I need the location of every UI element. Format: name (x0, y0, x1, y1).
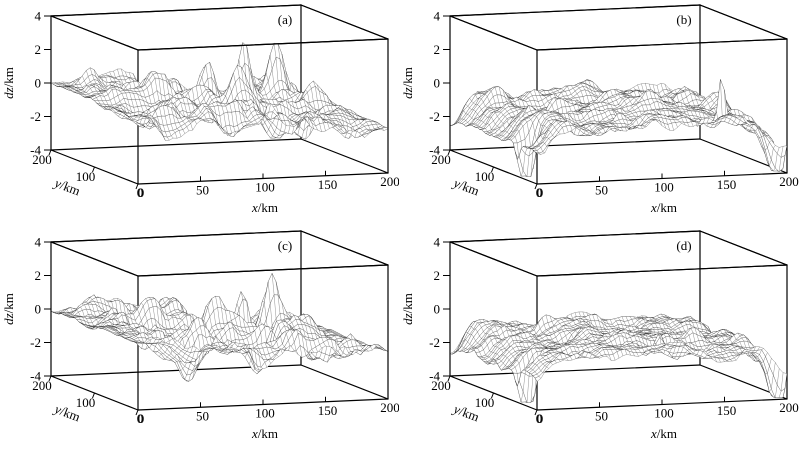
y-tick-label: 100 (475, 169, 495, 184)
surface-mesh (50, 42, 389, 141)
z-axis-label: dz/km (1, 67, 16, 99)
z-axis-label: dz/km (400, 293, 415, 325)
surface-plot-a: 420-2-40 50 100 150 2002001000dz/kmy/kmx/km(… (0, 0, 400, 226)
axis-box-top-edges (449, 230, 788, 277)
axis-box-top-edges (50, 4, 389, 51)
x-tick-label: 150 (717, 403, 737, 418)
axis-box-top-edges (50, 230, 389, 277)
axis-box-top-edges (449, 4, 788, 51)
z-tick-label: 0 (434, 76, 441, 91)
surface-mesh (449, 79, 788, 177)
surface-panel-b: 4 2 0 -2 -4 0 50 100 150 200 200 100 0 dz/km y/km x/km(… (399, 0, 805, 226)
x-tick-label: 200 (779, 400, 799, 415)
surface-panel-d: 4 2 0 -2 -4 0 50 100 150 200 200 100 0 dz/km y/km x/km(… (399, 226, 805, 453)
x-tick-label: 200 (380, 174, 400, 189)
z-tick-label: 0 (35, 302, 42, 317)
x-tick-label: 100 (654, 180, 674, 195)
x-tick-label: 100 (654, 406, 674, 421)
surface-mesh (449, 311, 788, 403)
x-tick-label: 200 (779, 174, 799, 189)
z-tick-label: -2 (30, 335, 41, 350)
y-tick-label: 0 (537, 411, 544, 426)
panel-label: (a) (278, 12, 292, 27)
x-axis-label: x/km (251, 200, 278, 215)
x-axis-label: x/km (251, 426, 278, 441)
x-axis-label: x/km (650, 426, 677, 441)
x-tick-label: 150 (318, 177, 338, 192)
x-tick-label: 0 (536, 411, 543, 426)
y-tick-label: 0 (138, 411, 145, 426)
x-axis-label: x/km (650, 200, 677, 215)
y-tick-label: 0 (138, 185, 145, 200)
z-tick-label: -2 (429, 335, 440, 350)
y-tick-label: 200 (32, 378, 52, 393)
x-tick-label: 50 (196, 182, 209, 197)
z-tick-label: 4 (35, 235, 42, 250)
surface-panel-a: 4 2 0 -2 -4 0 50 100 150 200 200 100 0 dz/km y/km x/km(… (0, 0, 400, 226)
x-tick-label: 100 (255, 180, 275, 195)
axis-ticks-and-labels: 420-2-40 50 100 150 2002001000dz/kmy/kmx/km(… (400, 9, 799, 216)
panel-label: (b) (676, 12, 691, 27)
axis-ticks-and-labels: 420-2-40 50 100 150 2002001000dz/kmy/kmx/km(… (400, 235, 799, 442)
x-tick-label: 0 (137, 411, 144, 426)
z-tick-label: -4 (429, 143, 440, 158)
x-tick-label: 0 (536, 185, 543, 200)
z-tick-label: -4 (30, 143, 41, 158)
x-tick-label: 0 (137, 185, 144, 200)
surface-plot-c: 420-2-40 50 100 150 2002001000dz/kmy/kmx/km(… (0, 226, 400, 453)
z-tick-label: 2 (35, 268, 42, 283)
panel-label: (d) (676, 238, 691, 253)
z-tick-label: 0 (434, 302, 441, 317)
x-tick-label: 150 (717, 177, 737, 192)
surface-plot-d: 420-2-40 50 100 150 2002001000dz/kmy/kmx/km(… (399, 226, 805, 453)
z-tick-label: 4 (434, 235, 441, 250)
y-axis-label: y/km (450, 400, 482, 424)
y-axis-label: y/km (51, 400, 83, 424)
y-tick-label: 0 (537, 185, 544, 200)
axis-ticks-and-labels: 420-2-40 50 100 150 2002001000dz/kmy/kmx/km(… (1, 235, 400, 442)
x-tick-label: 50 (595, 408, 608, 423)
z-axis-label: dz/km (1, 293, 16, 325)
y-tick-label: 100 (76, 169, 96, 184)
surface-plot-b: 420-2-40 50 100 150 2002001000dz/kmy/kmx/km(… (399, 0, 805, 226)
y-tick-label: 200 (431, 152, 451, 167)
z-tick-label: 2 (35, 42, 42, 57)
surface-mesh (50, 273, 389, 382)
y-tick-label: 200 (32, 152, 52, 167)
panel-label: (c) (278, 238, 292, 253)
z-tick-label: -4 (429, 369, 440, 384)
x-tick-label: 50 (595, 182, 608, 197)
x-tick-label: 200 (380, 400, 400, 415)
x-tick-label: 50 (196, 408, 209, 423)
x-tick-label: 150 (318, 403, 338, 418)
z-tick-label: 4 (35, 9, 42, 24)
z-tick-label: -2 (30, 109, 41, 124)
z-tick-label: 2 (434, 42, 441, 57)
y-tick-label: 100 (475, 395, 495, 410)
y-tick-label: 200 (431, 378, 451, 393)
z-axis-label: dz/km (400, 67, 415, 99)
z-tick-label: -4 (30, 369, 41, 384)
y-tick-label: 100 (76, 395, 96, 410)
z-tick-label: 2 (434, 268, 441, 283)
surface-panel-c: 4 2 0 -2 -4 0 50 100 150 200 200 100 0 dz/km y/km x/km(… (0, 226, 400, 453)
x-tick-label: 100 (255, 406, 275, 421)
z-tick-label: 4 (434, 9, 441, 24)
z-tick-label: 0 (35, 76, 42, 91)
axis-ticks-and-labels: 420-2-40 50 100 150 2002001000dz/kmy/kmx/km(… (1, 9, 400, 216)
z-tick-label: -2 (429, 109, 440, 124)
